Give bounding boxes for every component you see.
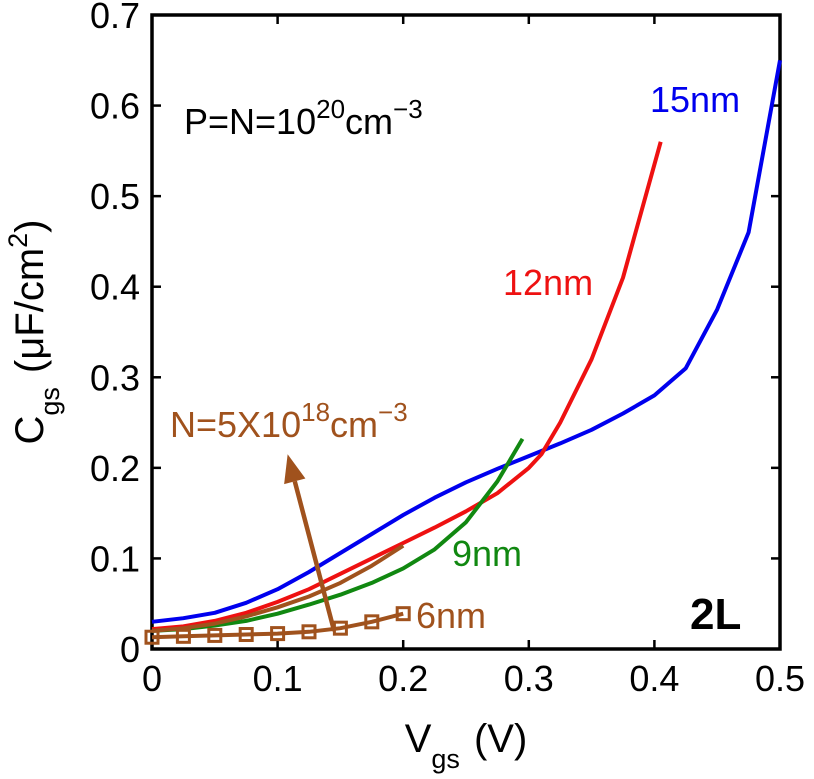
- x-axis-label: Vgs (V): [405, 717, 528, 774]
- n-doping-unit-exponent: −3: [378, 397, 408, 427]
- x-tick-label: 0: [142, 658, 162, 699]
- series-line-6nm: [151, 611, 404, 640]
- series-point-6nm: [364, 614, 380, 630]
- label-12nm: 12nm: [503, 262, 593, 303]
- label-6nm: 6nm: [416, 595, 486, 636]
- series-line-15nm: [151, 59, 782, 624]
- y-tick-label: 0: [120, 629, 140, 670]
- x-tick-label: 0.4: [629, 658, 679, 699]
- y-tick-label: 0.7: [90, 0, 140, 36]
- series-point-6nm: [238, 627, 254, 643]
- series-layer: [144, 59, 782, 645]
- series-point-6nm: [144, 629, 160, 645]
- series-point-6nm: [207, 627, 223, 643]
- y-axis-label-unit-sup: 2: [3, 233, 33, 248]
- doping-unit: cm: [345, 101, 393, 142]
- y-axis-label: Cgs (μF/cm2): [3, 219, 65, 444]
- arrow-head: [284, 454, 306, 485]
- y-tick-label: 0.5: [90, 176, 140, 217]
- plot-area: [150, 13, 782, 651]
- y-axis-ticks: 0 0.1 0.2 0.3 0.4 0.5 0.6 0.7: [90, 0, 780, 670]
- x-axis-label-main: V: [405, 717, 432, 761]
- y-tick-label: 0.4: [90, 267, 140, 308]
- label-9nm: 9nm: [452, 533, 522, 574]
- x-tick-label: 0.3: [504, 658, 554, 699]
- series-point-6nm: [301, 624, 317, 640]
- series-line-n-5x10-18cm-3: [151, 544, 405, 633]
- panel-tag: 2L: [690, 590, 741, 639]
- y-tick-label: 0.6: [90, 86, 140, 127]
- doping-prefix: P=N=10: [184, 101, 316, 142]
- y-axis-label-unit-prefix: (μF/cm: [8, 248, 52, 373]
- n-doping-prefix: N=5X10: [170, 404, 301, 445]
- series-point-6nm: [270, 626, 286, 642]
- n-doping-unit: cm: [330, 404, 378, 445]
- arrow-layer: [284, 454, 337, 632]
- n-doping-annotation: N=5X1018cm−3: [170, 397, 408, 445]
- x-axis-label-sub: gs: [431, 744, 460, 774]
- x-axis-ticks: 0 0.1 0.2 0.3 0.4 0.5: [142, 15, 805, 699]
- x-tick-label: 0.5: [755, 658, 805, 699]
- y-axis-label-unit-suffix: ): [8, 219, 52, 232]
- x-tick-label: 0.1: [253, 658, 303, 699]
- y-tick-label: 0.3: [90, 357, 140, 398]
- n-doping-exponent: 18: [301, 397, 330, 427]
- y-tick-label: 0.1: [90, 538, 140, 579]
- y-tick-label: 0.2: [90, 448, 140, 489]
- arrow-shaft: [292, 480, 337, 632]
- y-axis-label-main: C: [8, 416, 52, 445]
- series-point-6nm: [395, 606, 411, 622]
- doping-unit-exponent: −3: [393, 94, 423, 124]
- y-axis-label-sub: gs: [35, 387, 65, 416]
- doping-annotation: P=N=1020cm−3: [184, 94, 423, 142]
- x-axis-label-unit: (V): [474, 717, 527, 761]
- label-15nm: 15nm: [650, 79, 740, 120]
- x-tick-label: 0.2: [378, 658, 428, 699]
- doping-exponent: 20: [316, 94, 345, 124]
- series-point-6nm: [175, 628, 191, 644]
- series-line-12nm: [151, 141, 663, 632]
